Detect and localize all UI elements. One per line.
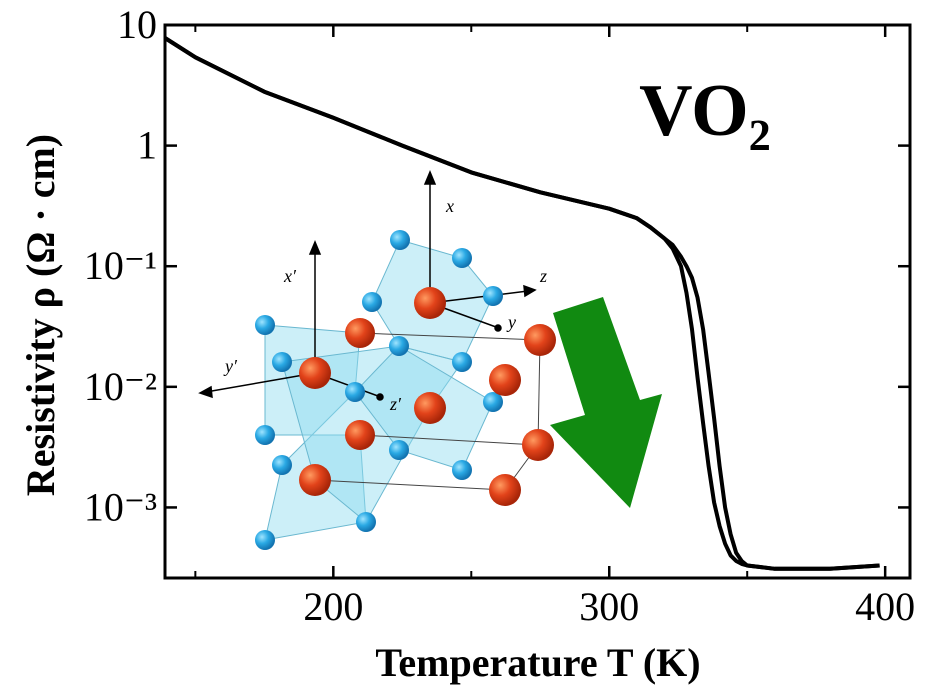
inset-label: x′ [283, 266, 297, 286]
material-label: VO₂ [639, 70, 771, 152]
inset-label: z [539, 266, 547, 286]
x-tick-label: 300 [579, 584, 639, 629]
x-tick-label: 400 [855, 584, 915, 629]
y-tick-label: 10⁻² [84, 364, 157, 409]
y-tick-label: 10⁻³ [84, 484, 157, 529]
inset-label: z′ [389, 394, 402, 414]
data-line [163, 36, 880, 571]
x-tick-label: 200 [303, 584, 363, 629]
crystal-inset: x x′ y y′ z z′ [198, 170, 556, 550]
y-tick-label: 10 [117, 2, 157, 47]
y-tick-label: 10⁻¹ [84, 243, 157, 288]
y-tick-label: 1 [137, 123, 157, 168]
green-arrow [550, 297, 662, 508]
x-axis-label: Temperature T (K) [375, 640, 700, 685]
inset-label: y′ [223, 356, 238, 376]
y-axis-label: Resistivity ρ (Ω · cm) [18, 134, 63, 496]
plot-frame [163, 23, 912, 580]
data-line [163, 36, 880, 571]
inset-label: y [506, 312, 516, 332]
inset-label: x [445, 196, 454, 216]
